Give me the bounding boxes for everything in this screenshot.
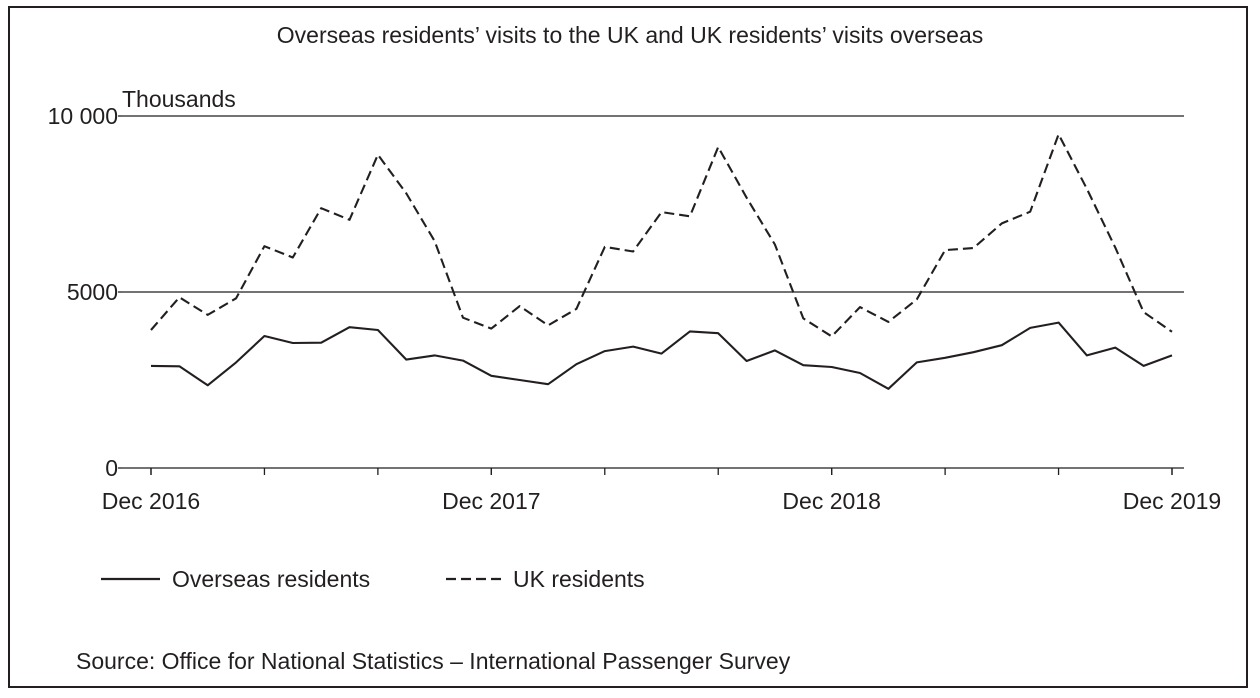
y-tick-label: 5000 <box>67 279 118 305</box>
x-tick-label: Dec 2016 <box>102 488 200 514</box>
legend-label-uk-residents: UK residents <box>513 566 645 592</box>
source-note: Source: Office for National Statistics –… <box>76 648 791 674</box>
x-tick-label: Dec 2018 <box>782 488 880 514</box>
series-line-overseas-residents <box>150 321 1173 390</box>
x-tick-label: Dec 2019 <box>1123 488 1221 514</box>
x-tick-labels: Dec 2016 Dec 2017 Dec 2018 Dec 2019 <box>102 488 1221 514</box>
axes <box>118 115 1184 475</box>
y-tick-label: 0 <box>105 455 118 481</box>
x-tick-label: Dec 2017 <box>442 488 540 514</box>
y-tick-labels: 0 5000 10 000 <box>48 103 118 481</box>
y-unit-label: Thousands <box>122 86 236 112</box>
chart-title: Overseas residents’ visits to the UK and… <box>277 22 983 48</box>
legend: Overseas residents UK residents <box>101 566 645 592</box>
series-lines <box>150 133 1173 390</box>
chart-frame <box>8 6 1248 688</box>
gridlines <box>122 115 1184 293</box>
series-line-uk-residents <box>150 133 1173 338</box>
y-tick-label: 10 000 <box>48 103 118 129</box>
legend-label-overseas-residents: Overseas residents <box>172 566 370 592</box>
